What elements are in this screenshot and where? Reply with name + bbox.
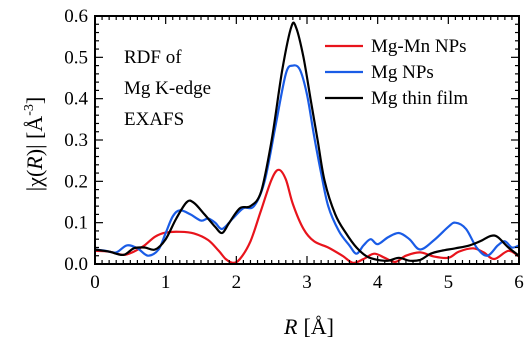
y-axis-label-mid: )| [Å (22, 116, 47, 157)
x-tick-label: 0 (90, 272, 100, 293)
annotation-line-3: EXAFS (124, 109, 184, 130)
legend-label-mg-mn-nps: Mg-Mn NPs (371, 36, 467, 57)
x-tick-label: 6 (514, 272, 524, 293)
y-axis-label: |χ(R)| [Å-3] (22, 97, 47, 191)
y-tick-label: 0.0 (64, 254, 88, 275)
y-tick-label: 0.4 (64, 89, 88, 110)
y-tick-label: 0.3 (64, 130, 88, 151)
x-tick-label: 3 (302, 272, 312, 293)
y-axis-label-prefix: |χ( (22, 170, 47, 192)
series-line-mg-nps (95, 64, 519, 257)
tick-labels: 0 1 2 3 4 5 6 0.0 0.1 0.2 0.3 0.4 0.5 0.6 (64, 6, 524, 293)
y-tick-label: 0.2 (64, 171, 88, 192)
x-axis-label-unit: [Å] (303, 314, 334, 339)
x-tick-label: 5 (444, 272, 454, 293)
x-tick-label: 2 (232, 272, 242, 293)
y-tick-label: 0.6 (64, 6, 88, 27)
y-tick-label: 0.5 (64, 47, 88, 68)
y-axis-label-var: R (22, 156, 47, 171)
x-axis-label: R [Å] (283, 314, 334, 339)
y-axis-label-suffix: ] (22, 97, 47, 104)
x-tick-label: 1 (161, 272, 171, 293)
legend-label-mg-thin-film: Mg thin film (371, 88, 468, 109)
x-tick-label: 4 (373, 272, 383, 293)
y-tick-label: 0.1 (64, 213, 88, 234)
legend-label-mg-nps: Mg NPs (371, 62, 434, 83)
x-axis-label-var: R (283, 314, 298, 339)
annotation-line-2: Mg K-edge (124, 78, 211, 99)
series-layer (95, 21, 519, 264)
legend: Mg-Mn NPs Mg NPs Mg thin film (325, 36, 468, 109)
y-axis-label-sup: -3 (22, 104, 37, 116)
ticks-layer (94, 15, 520, 265)
annotation: RDF of Mg K-edge EXAFS (124, 47, 211, 130)
annotation-line-1: RDF of (124, 47, 182, 68)
series-line-mg-thin-film (95, 21, 519, 262)
